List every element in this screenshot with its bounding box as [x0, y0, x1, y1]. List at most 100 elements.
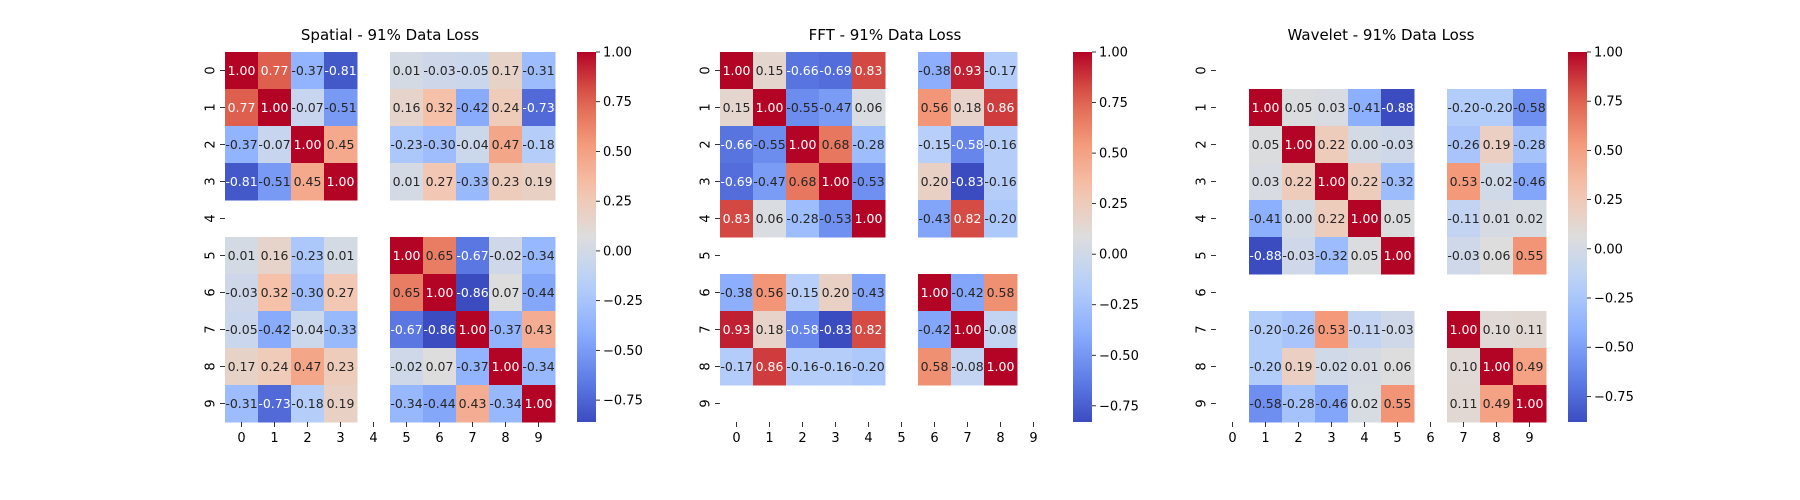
heatmap-cell	[918, 89, 952, 127]
cell-label: 0.77	[261, 63, 289, 78]
cell-label: 0.06	[855, 100, 883, 115]
cell-label: -0.31	[225, 396, 257, 411]
cell-label: 0.56	[756, 285, 784, 300]
cell-label: -0.05	[456, 63, 488, 78]
heatmap-cell	[819, 163, 853, 201]
heatmap-cell	[456, 126, 490, 164]
y-tick-label: 6	[1195, 288, 1210, 296]
cell-label: -0.58	[1249, 396, 1281, 411]
cell-label: -0.44	[423, 396, 455, 411]
heatmap-cell	[258, 311, 292, 349]
cell-label: 0.22	[1351, 174, 1379, 189]
panel-title: Spatial - 91% Data Loss	[301, 26, 479, 44]
heatmap-cell	[786, 274, 820, 312]
y-tick-label: 3	[1195, 177, 1210, 185]
x-tick-label: 2	[798, 431, 806, 446]
heatmap-cell	[819, 200, 853, 238]
cell-label: -0.07	[258, 137, 290, 152]
heatmap-cell	[1447, 348, 1481, 386]
heatmap-cell	[1249, 126, 1283, 164]
colorbar	[1568, 52, 1587, 422]
cell-label: -0.20	[1447, 100, 1479, 115]
cell-label: -0.67	[390, 322, 422, 337]
heatmap-cell	[390, 163, 424, 201]
x-tick-label: 4	[864, 431, 872, 446]
y-tick-label: 8	[204, 362, 219, 370]
cell-label: 0.15	[723, 100, 751, 115]
cell-label: 0.47	[492, 137, 520, 152]
cell-label: -0.20	[852, 359, 884, 374]
heatmap-cell	[852, 52, 886, 90]
y-tick-label: 5	[1195, 251, 1210, 259]
cell-label: 0.93	[723, 322, 751, 337]
cell-label: -0.20	[1249, 359, 1281, 374]
cell-label: -0.51	[258, 174, 290, 189]
heatmap-cell	[918, 52, 952, 90]
cell-label: -0.05	[225, 322, 257, 337]
colorbar-tick-label: 0.50	[1594, 144, 1623, 159]
heatmap-cell	[258, 237, 292, 275]
heatmap-cell	[1348, 237, 1382, 275]
heatmap-cell	[753, 200, 787, 238]
heatmap-cell	[390, 89, 424, 127]
cell-label: -0.20	[1249, 322, 1281, 337]
cell-label: 1.00	[459, 322, 487, 337]
heatmap-cell	[225, 385, 259, 423]
heatmap-cell	[324, 237, 358, 275]
heatmap-cell	[390, 385, 424, 423]
cell-label: -0.33	[456, 174, 488, 189]
heatmap-cell	[984, 311, 1018, 349]
cell-label: 1.00	[1384, 248, 1412, 263]
cell-label: -0.26	[1282, 322, 1314, 337]
heatmap-panel-0: Spatial - 91% Data Loss 1.00 0.77 -0.37 -0.8…	[204, 26, 643, 446]
cell-label: -0.15	[786, 285, 818, 300]
heatmap-cell	[753, 163, 787, 201]
cell-label: -0.41	[1249, 211, 1281, 226]
heatmap-cell	[225, 89, 259, 127]
heatmap-cell	[423, 237, 457, 275]
cell-label: 1.00	[756, 100, 784, 115]
cell-label: -0.37	[225, 137, 257, 152]
heatmap-cell	[225, 348, 259, 386]
colorbar-tick-label: 0.00	[603, 244, 632, 259]
colorbar-tick-label: 0.25	[1594, 193, 1623, 208]
heatmap-cell	[1480, 89, 1514, 127]
heatmap-cell	[390, 52, 424, 90]
heatmap-cell	[522, 385, 556, 423]
cell-label: 0.58	[921, 359, 949, 374]
heatmap-cell	[720, 89, 754, 127]
heatmap-cell	[720, 200, 754, 238]
heatmap-cell	[918, 348, 952, 386]
cell-label: -0.02	[1480, 174, 1512, 189]
cell-label: 0.11	[1450, 396, 1478, 411]
heatmap-cell	[324, 385, 358, 423]
colorbar-tick-label: 0.00	[1099, 248, 1128, 263]
cell-label: -0.03	[1447, 248, 1479, 263]
heatmap-cell	[489, 163, 523, 201]
heatmap-cell	[753, 52, 787, 90]
heatmap-cell	[1315, 200, 1349, 238]
cell-label: -0.34	[489, 396, 521, 411]
cell-label: -0.86	[423, 322, 455, 337]
cell-label: 0.55	[1384, 396, 1412, 411]
cell-label: 1.00	[294, 137, 322, 152]
cell-label: 0.27	[426, 174, 454, 189]
heatmap-cell	[390, 348, 424, 386]
cell-label: -0.32	[1381, 174, 1413, 189]
heatmap-cell	[1513, 200, 1547, 238]
heatmap-cell	[291, 126, 325, 164]
heatmap-cell	[1249, 89, 1283, 127]
panel-title: Wavelet - 91% Data Loss	[1288, 26, 1475, 44]
cell-label: -0.58	[786, 322, 818, 337]
cell-label: 0.07	[426, 359, 454, 374]
cell-label: 1.00	[327, 174, 355, 189]
cell-label: -0.81	[324, 63, 356, 78]
colorbar-tick-label: 1.00	[1594, 46, 1623, 61]
cell-label: 1.00	[921, 285, 949, 300]
cell-label: -0.34	[522, 359, 554, 374]
cell-label: -0.86	[456, 285, 488, 300]
y-tick-label: 9	[1195, 399, 1210, 407]
y-tick-label: 0	[204, 66, 219, 74]
y-tick-label: 1	[1195, 103, 1210, 111]
